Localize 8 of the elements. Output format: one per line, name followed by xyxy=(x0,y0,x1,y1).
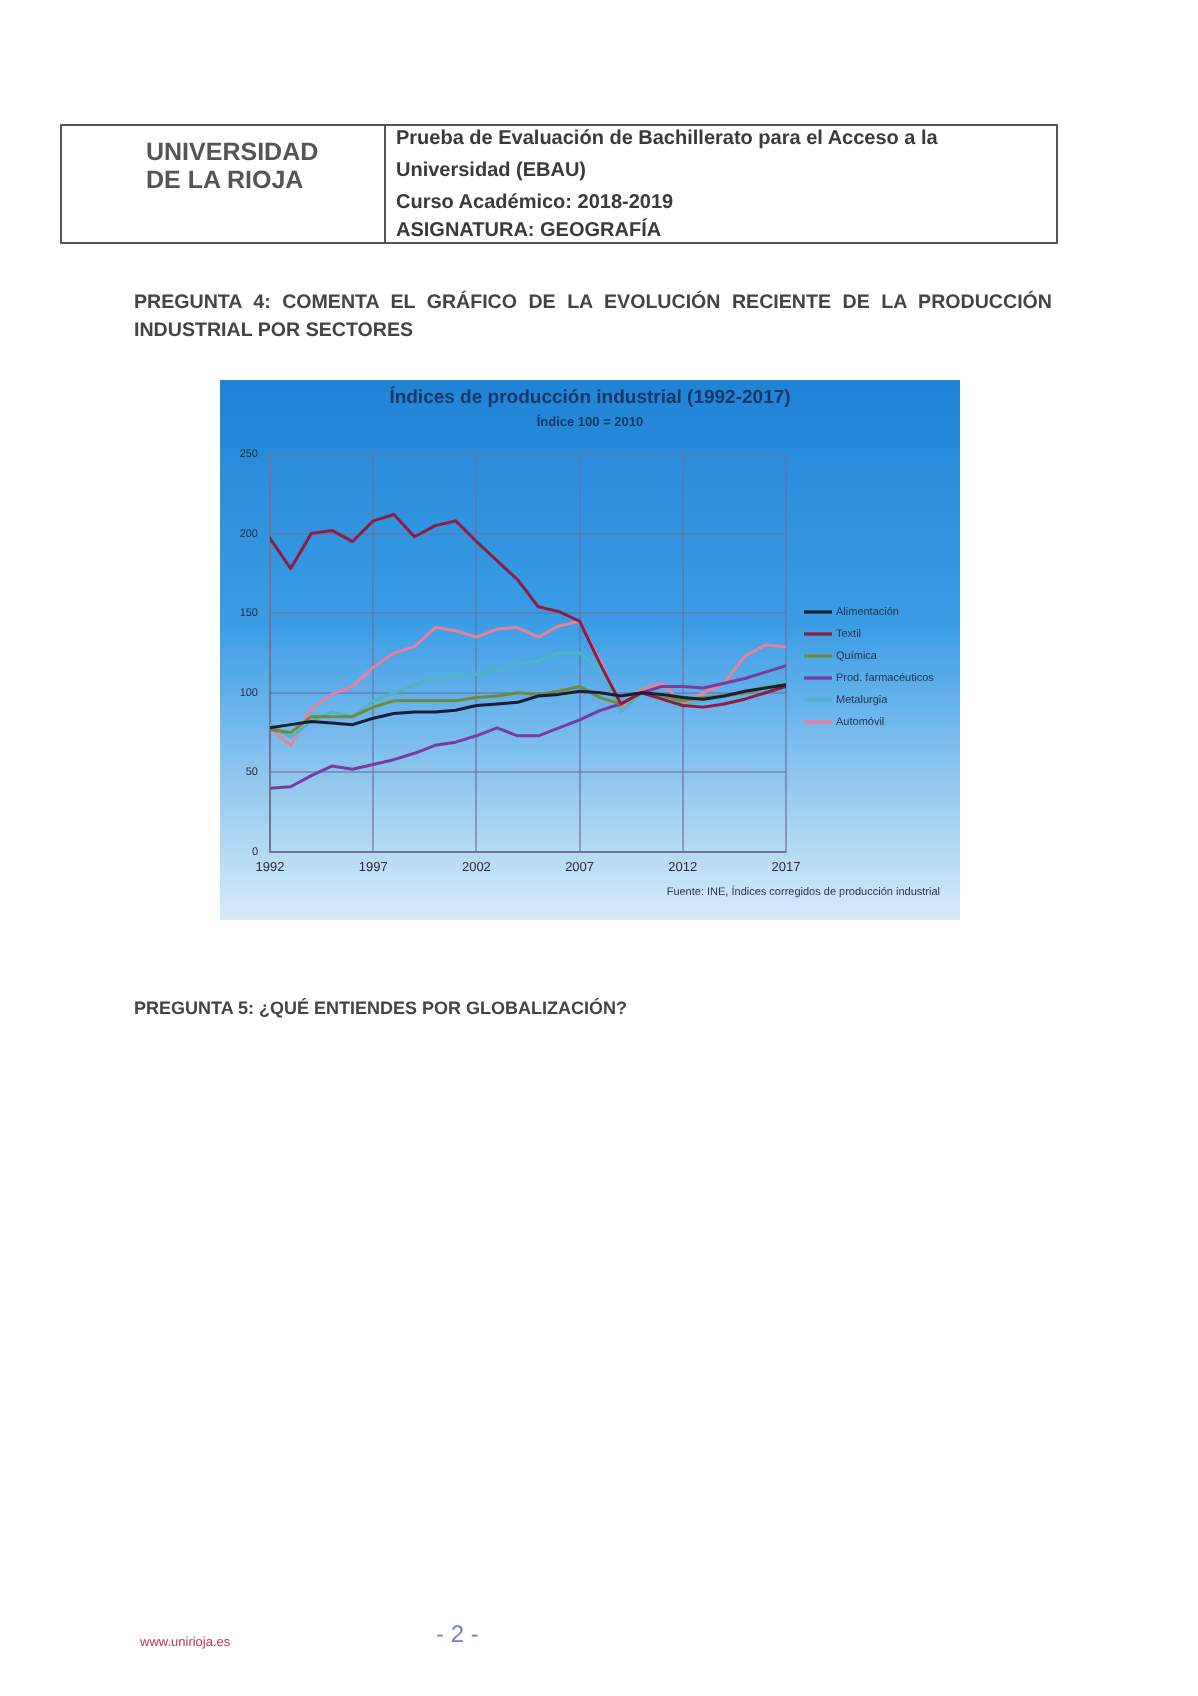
text: PREGUNTA 5: ¿QUÉ ENTIENDES POR GLOBALIZACIÓN? xyxy=(134,996,628,1022)
text: ASIGNATURA: GEOGRAFÍA xyxy=(396,216,662,246)
chart-title: Índices de producción industrial (1992-2017) xyxy=(389,385,791,410)
text: UNIVERSIDAD DE LA RIOJA xyxy=(146,138,321,194)
text: - 2 - xyxy=(436,1620,479,1650)
text: Prueba de Evaluación de Bachillerato para el Acceso a la Universidad (EBAU) xyxy=(396,126,940,186)
text: Curso Académico: 2018-2019 xyxy=(396,190,674,218)
text: PREGUNTA 4: COMENTA EL GRÁFICO DE LA EVOLUCIÓN RECIENTE DE LA PRODUCCIÓN INDUSTRIAL POR SECTORES xyxy=(134,290,1052,346)
